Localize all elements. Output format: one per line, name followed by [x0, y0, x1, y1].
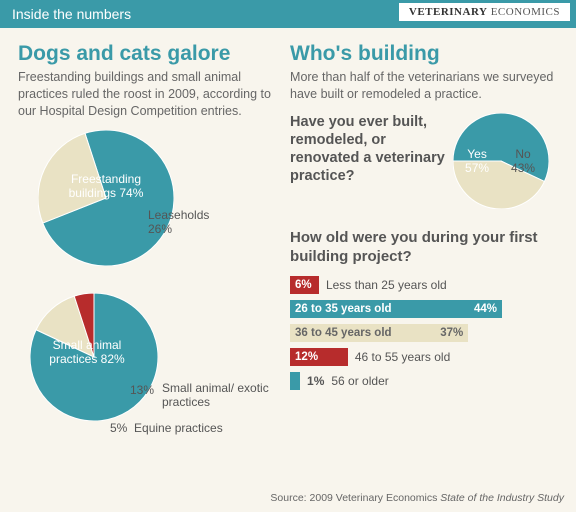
pie3-label-yes: Yes57% — [465, 147, 489, 176]
header-title: Inside the numbers — [12, 6, 131, 22]
bar-row: 6% Less than 25 years old — [290, 276, 564, 294]
pie3-label-no: No43% — [511, 147, 535, 176]
bar-pct: 6% — [295, 279, 312, 291]
bar-pct: 44% — [474, 303, 497, 315]
content-columns: Dogs and cats galore Freestanding buildi… — [0, 28, 576, 461]
pie-builtremodeled: Yes57% No43% — [453, 113, 549, 209]
bar-row: 12% 46 to 55 years old — [290, 348, 564, 366]
question1-row: Have you ever built, remodeled, or renov… — [290, 113, 564, 209]
header-bar: Inside the numbers VETERINARY ECONOMICS — [0, 0, 576, 28]
bar-row: 36 to 45 years old 37% — [290, 324, 564, 342]
bar-row: 1% 56 or older — [290, 372, 564, 390]
pie2-label-small: Small animal practices 82% — [42, 338, 132, 367]
pie-buildings: Freestanding buildings 74% Leaseholds26% — [38, 130, 272, 275]
bar-pct: 12% — [295, 351, 318, 363]
bar-label: 56 or older — [331, 374, 388, 388]
brand-light: ECONOMICS — [487, 6, 560, 18]
pie2-pct-exotic: 13% — [130, 383, 154, 397]
pie2-label-exotic: Small animal/ exotic practices — [162, 381, 272, 410]
left-heading: Dogs and cats galore — [18, 42, 272, 66]
bar-label: 36 to 45 years old — [295, 327, 392, 339]
pie2-label-equine: 5% Equine practices — [110, 421, 240, 435]
bar-pct: 37% — [440, 327, 463, 339]
pie-practices: Small animal practices 82% Small animal/… — [30, 293, 272, 443]
bar-pct: 1% — [307, 374, 324, 388]
bar-label: 26 to 35 years old — [295, 303, 392, 315]
brand-bold: VETERINARY — [409, 6, 488, 18]
source-prefix: Source: 2009 Veterinary Economics — [270, 492, 440, 504]
bar-row: 26 to 35 years old 44% — [290, 300, 564, 318]
source-line: Source: 2009 Veterinary Economics State … — [270, 492, 564, 504]
pie1-label-leaseholds: Leaseholds26% — [148, 208, 228, 237]
pie1-label-freestanding: Freestanding buildings 74% — [56, 172, 156, 201]
left-column: Dogs and cats galore Freestanding buildi… — [18, 42, 272, 461]
bar-label: Less than 25 years old — [326, 278, 447, 292]
question2-text: How old were you during your first build… — [290, 229, 564, 267]
question1-text: Have you ever built, remodeled, or renov… — [290, 113, 445, 186]
right-heading: Who's building — [290, 42, 564, 66]
right-column: Who's building More than half of the vet… — [290, 42, 564, 461]
source-title: State of the Industry Study — [440, 492, 564, 504]
brand-badge: VETERINARY ECONOMICS — [399, 3, 570, 21]
left-intro: Freestanding buildings and small animal … — [18, 69, 272, 120]
age-bar-chart: 6% Less than 25 years old 26 to 35 years o… — [290, 276, 564, 390]
infographic-container: Inside the numbers VETERINARY ECONOMICS … — [0, 0, 576, 512]
bar-label: 46 to 55 years old — [355, 350, 450, 364]
right-intro: More than half of the veterinarians we s… — [290, 69, 564, 103]
